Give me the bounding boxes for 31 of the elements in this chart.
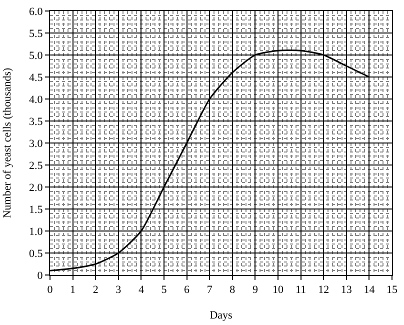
y-tick-label: 0 xyxy=(37,270,44,282)
x-tick-label: 9 xyxy=(252,284,258,296)
x-tick-label: 4 xyxy=(138,284,144,296)
x-tick-label: 0 xyxy=(47,284,54,296)
x-tick-label: 7 xyxy=(206,284,213,296)
y-tick-label: 5.0 xyxy=(29,50,44,62)
x-tick-label: 6 xyxy=(184,284,190,296)
y-tick-label: 0.5 xyxy=(29,248,44,260)
y-tick-label: 1.5 xyxy=(29,204,44,216)
y-tick-label: 4.5 xyxy=(29,72,44,84)
x-tick-label: 1 xyxy=(70,284,76,296)
x-tick-label: 2 xyxy=(92,284,98,296)
x-tick-label: 10 xyxy=(272,284,284,296)
y-tick-label: 2.0 xyxy=(29,182,44,194)
x-tick-label: 13 xyxy=(340,284,352,296)
y-tick-label: 3.0 xyxy=(29,138,44,150)
x-tick-label: 14 xyxy=(364,284,376,296)
y-tick-label: 1.0 xyxy=(29,226,44,238)
x-tick-label: 8 xyxy=(230,284,236,296)
y-tick-label: 2.5 xyxy=(29,160,44,172)
x-tick-label: 12 xyxy=(318,284,330,296)
x-tick-label: 5 xyxy=(161,284,168,296)
x-tick-label: 11 xyxy=(296,284,306,296)
x-tick-label: 15 xyxy=(386,284,398,296)
y-tick-label: 5.5 xyxy=(29,28,44,40)
x-axis-title: Days xyxy=(210,309,232,322)
x-tick-label: 3 xyxy=(116,284,122,296)
y-tick-label: 4.0 xyxy=(29,94,44,106)
y-tick-label: 3.5 xyxy=(29,116,44,128)
y-axis-title: Number of yeast cells (thousands) xyxy=(2,68,14,218)
y-tick-label: 6.0 xyxy=(29,6,44,18)
